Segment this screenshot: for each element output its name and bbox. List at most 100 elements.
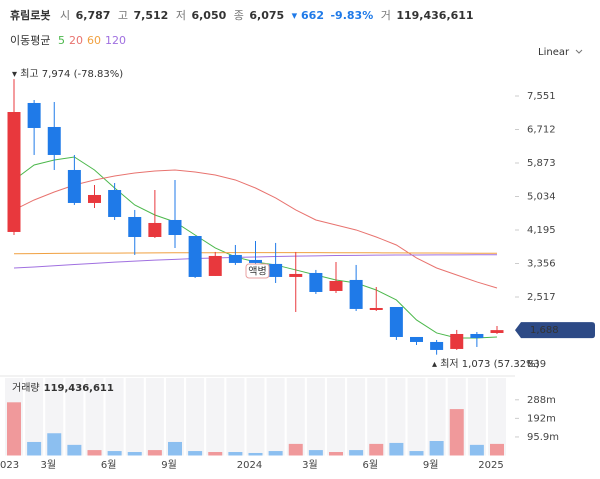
volume-bar — [449, 409, 464, 456]
volume-tick-label: 95.9m — [527, 432, 559, 443]
field-value: 6,050 — [191, 9, 226, 22]
change: ▾ 662 — [292, 9, 324, 22]
volume-bar — [107, 451, 122, 456]
high-note: ▾ 최고 7,974 (-78.83%) — [12, 68, 123, 80]
y-tick-label: 5,034 — [527, 192, 556, 203]
stock-name: 휴림로봇 — [10, 8, 50, 22]
x-tick-label: 9월 — [423, 459, 439, 471]
volume-stripe — [65, 378, 84, 456]
volume-stripe — [407, 378, 426, 456]
volume-bar — [147, 450, 162, 456]
volume-bar — [469, 444, 484, 456]
candle-body — [349, 279, 363, 309]
volume-bar — [248, 452, 263, 456]
candle-body — [7, 112, 21, 232]
volume-bar — [389, 442, 404, 456]
volume-bar — [429, 440, 444, 456]
volume-bar — [409, 451, 424, 456]
y-tick-label: 2,517 — [527, 292, 556, 303]
volume-bar — [349, 450, 364, 456]
volume-bar — [127, 452, 142, 456]
field-value: 119,436,611 — [396, 9, 473, 22]
volume-bar — [288, 443, 303, 456]
event-tag-box — [245, 263, 270, 279]
volume-bar — [188, 451, 203, 456]
volume-bar — [208, 452, 223, 456]
x-tick-label: 3월 — [302, 459, 318, 471]
volume-stripe — [85, 378, 104, 456]
header: 휴림로봇 시 6,787 고 7,512 저 6,050 종 6,075 ▾ 6… — [10, 8, 474, 22]
x-tick-label: 2024 — [237, 460, 262, 471]
candle-body — [410, 336, 423, 342]
y-tick-label: 839 — [527, 359, 546, 370]
field-label: 고 — [118, 9, 128, 22]
volume-stripe — [387, 378, 406, 456]
candle-body — [249, 259, 262, 263]
volume-bar — [308, 450, 323, 456]
candle-body — [47, 126, 61, 155]
volume-bar — [87, 450, 102, 456]
change-pct: -9.83% — [330, 9, 373, 22]
candle-body — [27, 102, 41, 128]
candle-body — [128, 216, 142, 237]
field-value: 6,787 — [76, 9, 111, 22]
candle-body — [168, 219, 182, 235]
volume-bar — [27, 441, 42, 456]
x-tick-label: 2025 — [478, 460, 503, 471]
event-tag: 액병 — [248, 266, 266, 278]
volume-bar — [7, 402, 21, 456]
candle-body — [470, 333, 484, 338]
volume-bar — [490, 443, 504, 456]
candle-body — [490, 330, 504, 333]
candle-body — [88, 194, 101, 203]
volume-bar — [228, 452, 243, 456]
candle-body — [67, 169, 81, 203]
y-tick-label: 7,551 — [527, 91, 556, 102]
last-price-badge — [515, 322, 595, 339]
x-tick-label: 3월 — [40, 459, 56, 471]
field-label: 종 — [234, 9, 244, 22]
x-tick-label: 6월 — [362, 459, 378, 471]
y-tick-label: 4,195 — [527, 225, 556, 236]
candle-body — [389, 306, 403, 337]
volume-stripe — [226, 378, 245, 456]
field-label: 거 — [381, 9, 391, 22]
candle-body — [450, 333, 464, 349]
volume-stripe — [488, 378, 506, 456]
low-note: ▴ 최저 1,073 (57.32%) — [432, 358, 540, 370]
candle-body — [188, 235, 202, 277]
candle-body — [148, 222, 162, 237]
volume-stripe — [206, 378, 225, 456]
candle-body — [289, 273, 303, 277]
field-value: 6,075 — [249, 9, 284, 22]
candle-body — [369, 307, 383, 310]
candle-body — [228, 254, 242, 263]
candle-body — [309, 272, 323, 292]
x-tick-label: 9월 — [161, 459, 177, 471]
chevron[interactable] — [575, 49, 583, 54]
scale-toggle[interactable]: Linear — [538, 47, 570, 58]
volume-total: 119,436,611 — [44, 383, 114, 394]
volume-stripe — [125, 378, 144, 456]
y-tick-label: 5,873 — [527, 158, 556, 169]
volume-stripe — [306, 378, 325, 456]
legend-entry[interactable]: 60 — [87, 34, 101, 47]
last-price-label: 1,688 — [530, 325, 559, 336]
volume-stripe — [286, 378, 305, 456]
volume-bar — [369, 443, 384, 456]
legend-entry[interactable]: 5 — [58, 34, 65, 47]
legend-entry[interactable]: 20 — [69, 34, 83, 47]
volume-bar — [168, 441, 182, 456]
volume-stripe — [25, 378, 44, 456]
volume-tick-label: 288m — [527, 395, 556, 406]
ma-label: 이동평균 — [10, 34, 50, 47]
volume-stripe — [105, 378, 124, 456]
legend-entry[interactable]: 120 — [105, 34, 126, 47]
candle-body — [269, 263, 283, 277]
candle-body — [430, 341, 444, 350]
volume-label: 거래량 — [12, 382, 40, 394]
y-tick-label: 3,356 — [527, 259, 556, 270]
candle-body — [208, 255, 222, 276]
x-tick-label: 6월 — [101, 459, 117, 471]
